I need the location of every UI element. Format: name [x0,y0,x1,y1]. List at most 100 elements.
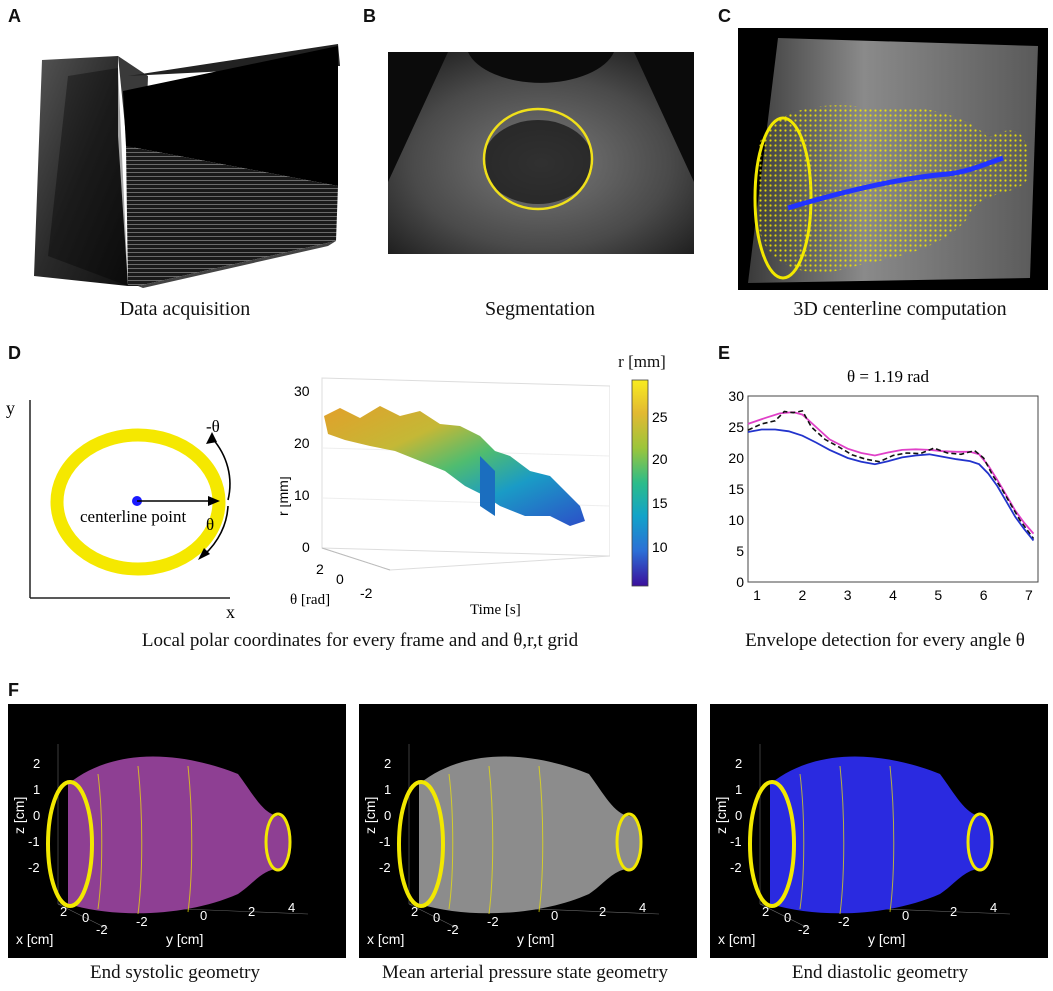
svg-text:z [cm]: z [cm] [11,797,27,834]
surface-z-label: r [mm] [280,476,291,516]
svg-text:z [cm]: z [cm] [362,797,378,834]
svg-text:y [cm]: y [cm] [868,931,905,947]
svg-text:2: 2 [60,904,67,919]
svg-text:1: 1 [735,782,742,797]
surface-theta-tick-m2: -2 [360,585,373,601]
theta-label: θ [206,515,214,534]
colorbar-title: r [mm] [618,352,666,371]
caption-e: Envelope detection for every angle θ [745,630,1025,651]
svg-text:4: 4 [990,900,997,915]
surface-theta-tick-2: 2 [316,561,324,577]
svg-text:4: 4 [639,900,646,915]
vessel-cross-section [50,428,226,576]
envelope-x-tick: 5 [934,587,942,603]
colorbar-tick-20: 20 [652,451,668,467]
segmentation-image [388,52,694,254]
envelope-title: θ = 1.19 rad [847,367,929,386]
envelope-x-tick: 2 [798,587,806,603]
surface-plot: 30 20 10 0 r [mm] 2 0 -2 θ [rad] Time [s… [280,377,610,618]
svg-text:-2: -2 [28,860,40,875]
svg-text:2: 2 [735,756,742,771]
caption-c: 3D centerline computation [793,298,1007,320]
svg-text:-1: -1 [28,834,40,849]
surface-theta-label: θ [rad] [290,592,330,608]
colorbar: 25 20 15 10 [631,379,668,587]
svg-text:-1: -1 [379,834,391,849]
caption-d: Local polar coordinates for every frame … [10,630,710,652]
envelope-x-tick: 7 [1025,587,1033,603]
envelope-x-tick: 3 [844,587,852,603]
svg-text:0: 0 [784,910,791,925]
acquisition-volume-image [34,44,340,288]
geometry-mean-arterial: 2 1 0 -1 -2 z [cm] 2 0 -2 x [cm] -2 0 2 … [359,704,697,958]
svg-text:2: 2 [248,904,255,919]
geometry-end-systolic: 2 1 0 -1 -2 z [cm] 2 0 -2 x [cm] -2 0 2 … [8,704,346,958]
surface-theta-tick-0: 0 [336,571,344,587]
panel-label-d: D [8,343,21,363]
caption-d-text: Local polar coordinates for every frame … [141,630,579,651]
svg-text:1: 1 [33,782,40,797]
envelope-y-tick: 0 [736,574,744,590]
svg-text:1: 1 [384,782,391,797]
svg-text:y [cm]: y [cm] [517,931,554,947]
colorbar-tick-10: 10 [652,539,668,555]
svg-text:y [cm]: y [cm] [166,931,203,947]
surface-z-tick-0: 0 [302,539,310,555]
axis-x-label: x [226,602,235,622]
envelope-y-tick: 30 [728,388,744,404]
svg-text:0: 0 [902,908,909,923]
svg-text:0: 0 [33,808,40,823]
svg-text:0: 0 [735,808,742,823]
envelope-chart: θ = 1.19 rad 0 5 10 15 20 25 30 1 2 3 4 5 6 7 [728,367,1039,603]
envelope-x-tick: 6 [980,587,988,603]
envelope-x-tick: 4 [889,587,897,603]
svg-text:-2: -2 [379,860,391,875]
minus-theta-label: -θ [206,417,220,436]
svg-text:4: 4 [288,900,295,915]
svg-text:-2: -2 [487,914,499,929]
envelope-x-tick: 1 [753,587,761,603]
svg-text:2: 2 [762,904,769,919]
envelope-y-tick: 5 [736,543,744,559]
envelope-series-lower-envelope [747,428,1035,542]
centerline-image [738,28,1048,290]
panel-label-c: C [718,6,731,26]
svg-text:2: 2 [599,904,606,919]
geometry-end-diastolic: 2 1 0 -1 -2 z [cm] 2 0 -2 x [cm] -2 0 2 … [710,704,1048,958]
envelope-y-tick: 10 [728,512,744,528]
caption-f1: End systolic geometry [90,962,260,983]
panel-label-b: B [363,6,376,26]
surface-z-tick-30: 30 [294,383,310,399]
envelope-y-tick: 25 [728,419,744,435]
caption-b: Segmentation [485,298,595,320]
surface-z-tick-10: 10 [294,487,310,503]
svg-text:-2: -2 [798,922,810,937]
svg-text:-2: -2 [96,922,108,937]
svg-text:-2: -2 [447,922,459,937]
svg-text:x [cm]: x [cm] [718,931,755,947]
colorbar-tick-25: 25 [652,409,668,425]
envelope-series-signal [747,410,1035,540]
polar-diagram: y x centerline point -θ θ [6,398,235,622]
envelope-y-tick: 15 [728,481,744,497]
colorbar-tick-15: 15 [652,495,668,511]
svg-text:0: 0 [433,910,440,925]
svg-text:0: 0 [82,910,89,925]
envelope-y-tick: 20 [728,450,744,466]
axis-y-label: y [6,398,15,418]
surface-z-tick-20: 20 [294,435,310,451]
svg-text:2: 2 [411,904,418,919]
envelope-plot-frame [747,395,1039,583]
svg-text:0: 0 [200,908,207,923]
caption-f2: Mean arterial pressure state geometry [382,962,668,983]
svg-text:2: 2 [950,904,957,919]
svg-text:0: 0 [551,908,558,923]
panel-label-f: F [8,680,19,700]
svg-text:-1: -1 [730,834,742,849]
svg-text:-2: -2 [730,860,742,875]
centerline-point-label: centerline point [80,507,186,526]
envelope-series-upper-envelope [747,411,1035,535]
caption-a: Data acquisition [119,298,251,320]
svg-text:0: 0 [384,808,391,823]
panel-label-e: E [718,343,731,363]
